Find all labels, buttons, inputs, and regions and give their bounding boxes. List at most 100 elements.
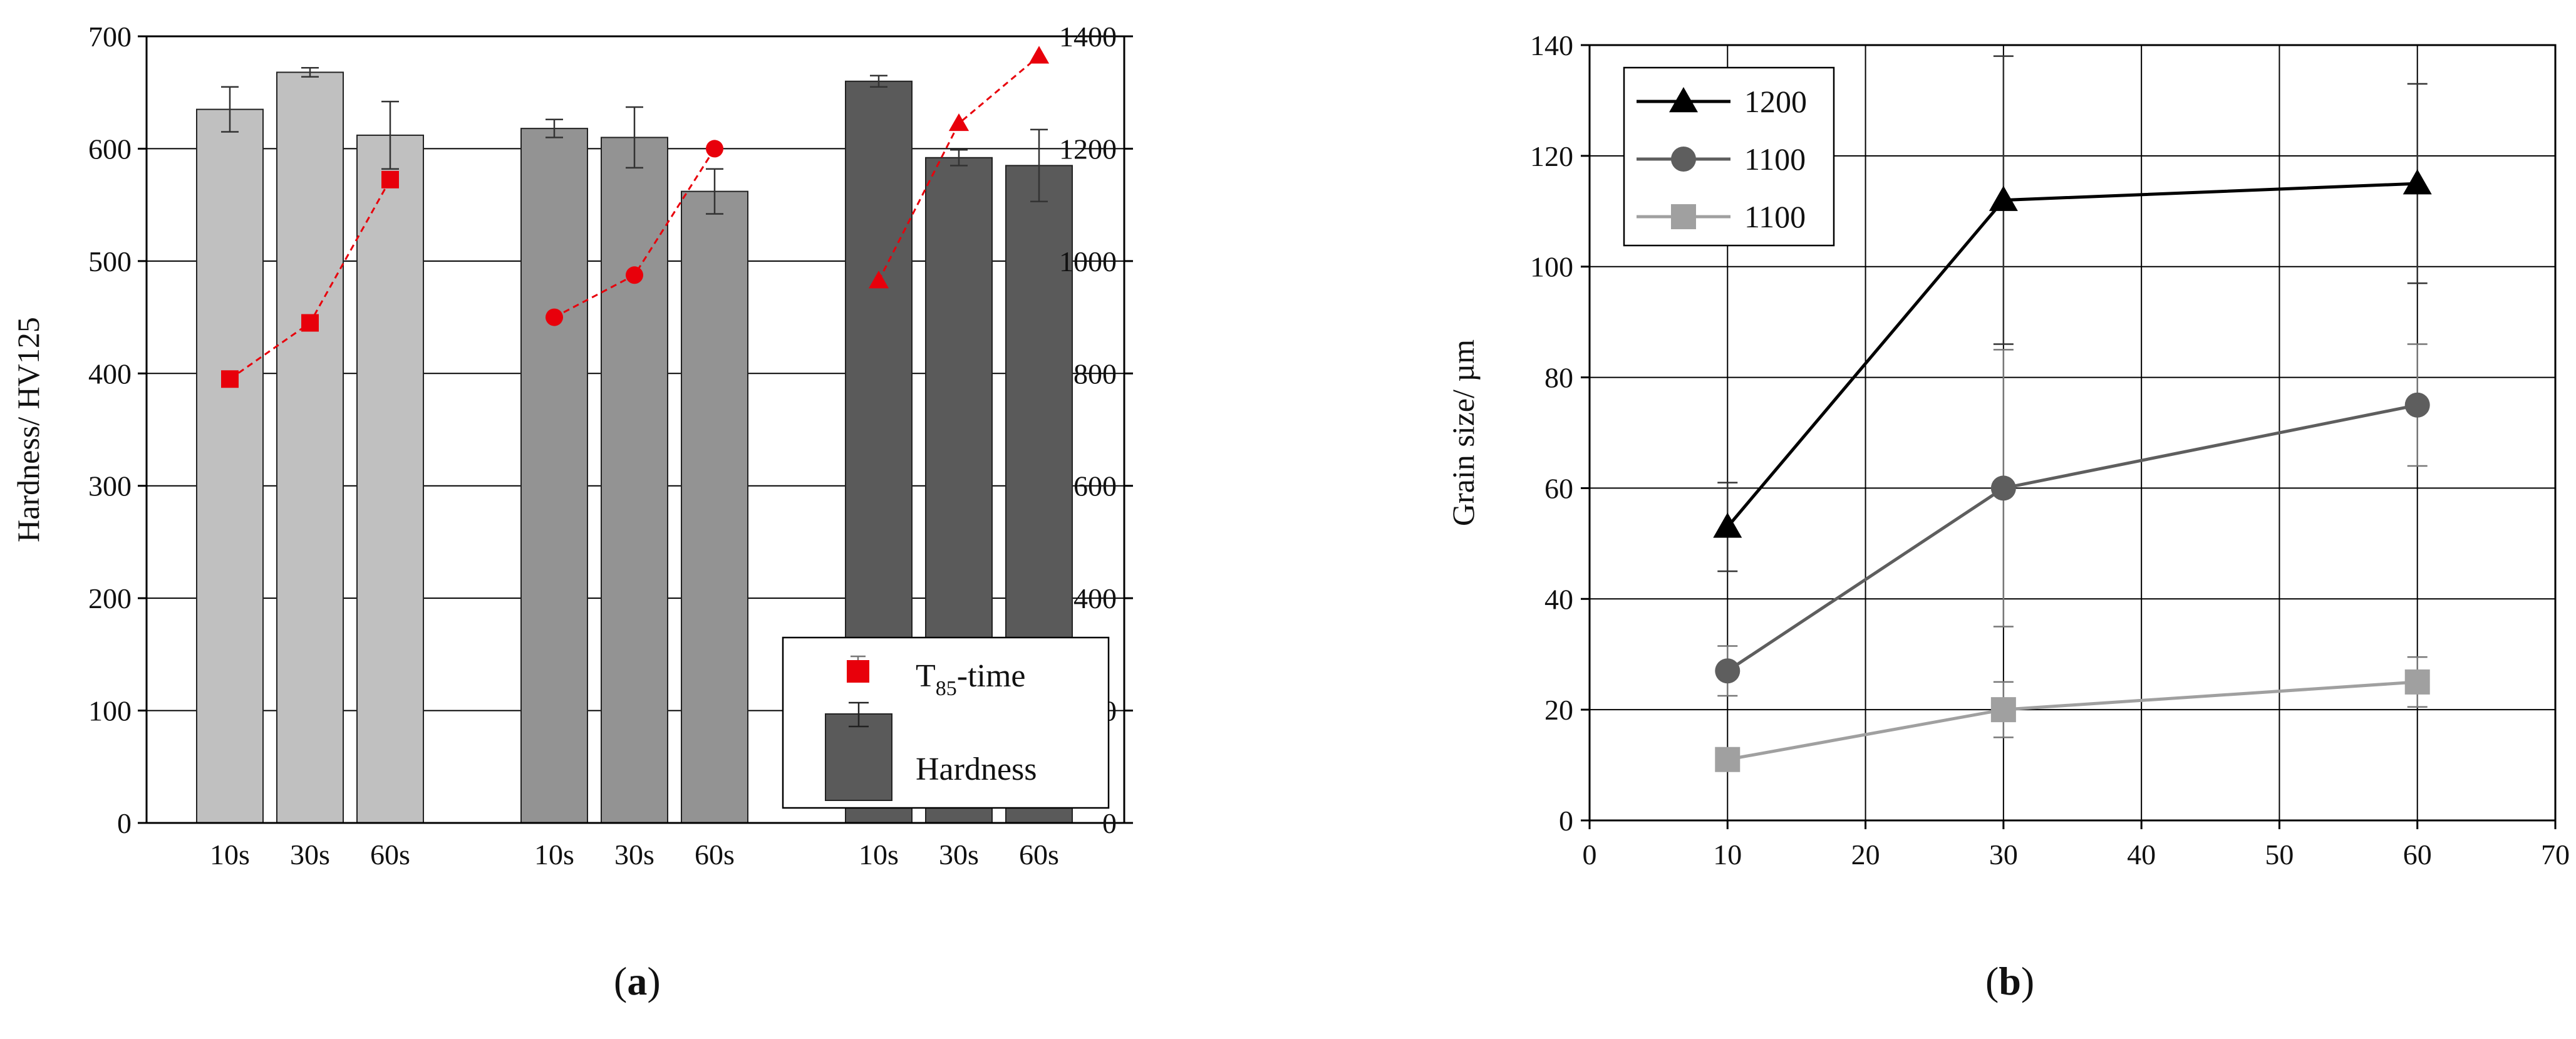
x-tick-label: 60: [2403, 839, 2432, 871]
y2-tick-label: 600: [1073, 470, 1117, 502]
y2-tick-label: 1200: [1059, 133, 1117, 165]
data-point: [2404, 392, 2430, 418]
legend-t85-label: T85-time: [916, 658, 1026, 700]
y-tick-label: 300: [88, 470, 132, 502]
bar: [276, 71, 344, 824]
panel-label-b-close: ): [2020, 959, 2035, 1003]
y-tick-label: 200: [88, 582, 132, 614]
x-tick-label: 20: [1851, 839, 1880, 871]
y-tick-label: 0: [117, 807, 132, 839]
data-point: [2403, 169, 2432, 195]
data-point: [1715, 658, 1741, 684]
x-tick-label: 70: [2541, 839, 2570, 871]
y-tick-label: 100: [88, 695, 132, 727]
bar-error: [1030, 128, 1048, 203]
y-axis-title: Grain size/ µm: [1446, 339, 1481, 526]
y-tick-label: 400: [88, 358, 132, 390]
x-tick-label: 30: [1989, 839, 2018, 871]
chart-a: 10s30s60s1000 °C10s30s60s1100 °C10s30s60…: [11, 21, 1133, 871]
y-tick-label: 700: [88, 21, 132, 53]
legend-marker: [1671, 147, 1696, 172]
data-point: [1989, 185, 2018, 211]
legend-marker: [1671, 204, 1696, 229]
panel-label-a-letter: a: [627, 959, 648, 1003]
x-tick-label: 10s: [210, 839, 250, 871]
bar-error: [221, 86, 239, 133]
y2-tick-label: 1400: [1059, 21, 1117, 53]
panel-label-b-letter: b: [1999, 959, 2021, 1003]
a-legend: T85-time Hardness: [782, 636, 1110, 809]
legend-t85-marker: [847, 660, 869, 683]
chart-b: 010203040506070020406080100120140Time/ s…: [1446, 29, 2570, 871]
x-tick-label: 60s: [695, 839, 735, 871]
b-legend: 1200 1100 1100: [1623, 66, 1835, 247]
a-plot-frame: [145, 35, 1125, 824]
x-tick-label: 10s: [534, 839, 574, 871]
t85-point: [948, 113, 970, 132]
y-axis-title: Hardness/ HV125: [11, 317, 46, 542]
bar-error: [626, 106, 643, 169]
y-tick-label: 80: [1544, 362, 1573, 394]
x-tick-label: 0: [1583, 839, 1597, 871]
legend-hardness-error: [849, 701, 869, 728]
t85-point: [301, 314, 319, 332]
legend-t85-prefix: T: [916, 658, 936, 694]
y-tick-label: 0: [1559, 805, 1573, 837]
t85-point: [868, 271, 889, 289]
panel-label-a: (a): [614, 958, 661, 1005]
x-tick-label: 30s: [290, 839, 330, 871]
y2-tick-label: 0: [1102, 807, 1117, 839]
t85-point: [381, 170, 399, 189]
bar-error: [950, 148, 968, 167]
panel-label-b: (b): [1985, 958, 2034, 1005]
legend-hardness-label: Hardness: [916, 752, 1037, 787]
bar: [356, 134, 424, 824]
legend-t85-sub: 85: [936, 677, 957, 700]
x-tick-label: 60s: [1019, 839, 1059, 871]
t85-point: [1028, 46, 1050, 64]
data-point: [1713, 512, 1742, 538]
bar: [681, 190, 748, 824]
t85-point: [706, 140, 723, 158]
x-tick-label: 10: [1713, 839, 1742, 871]
data-point: [2404, 669, 2430, 695]
series-2: [1715, 656, 2430, 772]
y-tick-label: 500: [88, 246, 132, 277]
y-tick-label: 100: [1530, 251, 1573, 283]
x-tick-label: 60s: [370, 839, 410, 871]
y-tick-label: 20: [1544, 694, 1573, 726]
y2-tick-label: 800: [1073, 358, 1117, 390]
b-plot-frame: [1588, 44, 2557, 822]
legend-label: 1100: [1744, 199, 1806, 234]
data-point: [1715, 747, 1741, 772]
t85-point: [546, 308, 563, 326]
y2-tick-label: 400: [1073, 582, 1117, 614]
x-tick-label: 50: [2265, 839, 2294, 871]
legend-t85-suffix: -time: [957, 658, 1026, 694]
series-0: [1713, 55, 2432, 572]
bar: [520, 128, 588, 824]
x-tick-label: 40: [2127, 839, 2156, 871]
panel-label-a-close: ): [647, 959, 661, 1003]
bar-error: [706, 168, 723, 215]
legend-marker: [1669, 87, 1698, 113]
y-tick-label: 40: [1544, 583, 1573, 615]
y-tick-label: 60: [1544, 472, 1573, 504]
bar-error: [301, 66, 319, 78]
bar: [601, 137, 668, 824]
bar-error: [381, 100, 399, 170]
bar-error: [870, 75, 887, 88]
x-tick-label: 30s: [614, 839, 654, 871]
t85-point: [626, 266, 643, 284]
data-point: [1990, 475, 2016, 501]
legend-hardness-swatch: [825, 713, 892, 801]
y-tick-label: 120: [1530, 140, 1573, 172]
data-point: [1990, 697, 2016, 723]
series-line: [1726, 403, 2418, 673]
panel-label-a-open: (: [614, 959, 628, 1003]
panel-label-b-open: (: [1985, 959, 1999, 1003]
y-tick-label: 600: [88, 133, 132, 165]
legend-label: 1100: [1744, 142, 1806, 177]
t85-point: [221, 370, 239, 388]
